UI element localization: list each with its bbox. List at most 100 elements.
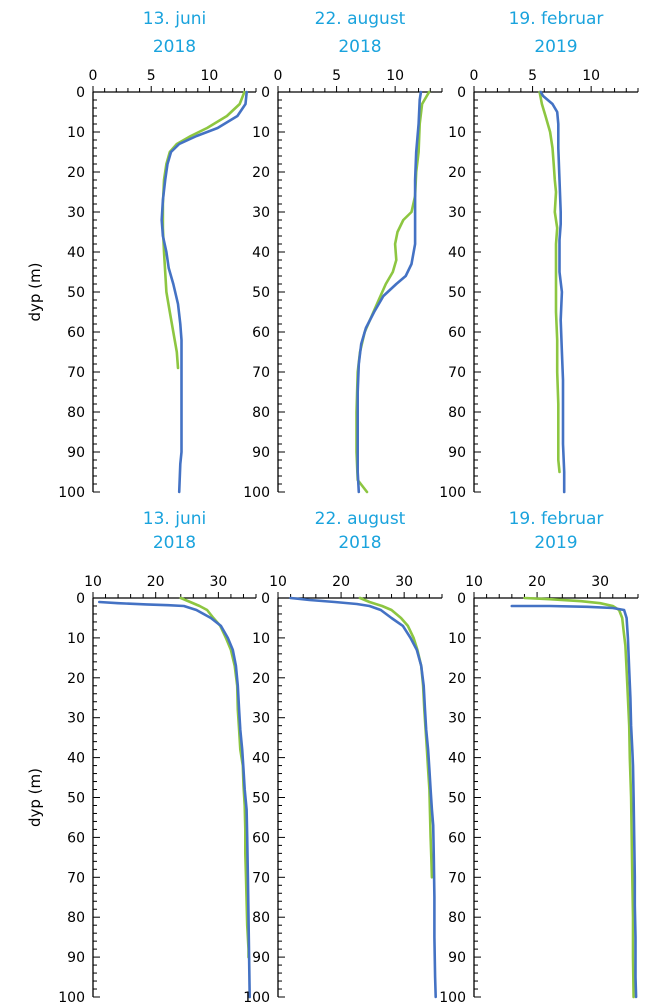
y-tick-label: 100: [439, 990, 466, 1005]
series-line-2: [160, 90, 248, 494]
chart-title-line-2: 2019: [534, 37, 577, 57]
y-tick-label: 30: [448, 711, 466, 727]
y-tick-label: 0: [457, 85, 466, 101]
y-tick-label: 60: [448, 830, 466, 846]
chart-title-line-2: 2018: [153, 533, 196, 553]
y-tick-label: 0: [76, 591, 85, 607]
y-tick-label: 20: [67, 165, 85, 181]
y-tick-label: 40: [448, 245, 466, 261]
y-tick-label: 90: [252, 445, 270, 461]
series-line-2: [539, 90, 566, 494]
x-tick-label: 0: [89, 68, 98, 84]
y-tick-label: 20: [252, 165, 270, 181]
y-tick-label: 90: [67, 445, 85, 461]
y-tick-label: 70: [67, 870, 85, 886]
x-tick-label: 30: [209, 574, 227, 590]
y-axis-label: dyp (m): [26, 768, 44, 827]
y-tick-label: 70: [252, 365, 270, 381]
y-tick-label: 70: [252, 870, 270, 886]
x-tick-label: 0: [470, 68, 479, 84]
x-tick-label: 10: [201, 68, 219, 84]
y-tick-label: 50: [448, 791, 466, 807]
y-tick-label: 20: [252, 671, 270, 687]
y-tick-label: 0: [457, 591, 466, 607]
y-tick-label: 80: [67, 405, 85, 421]
y-tick-label: 20: [67, 671, 85, 687]
y-tick-label: 30: [252, 205, 270, 221]
x-tick-label: 5: [528, 68, 537, 84]
x-tick-label: 10: [582, 68, 600, 84]
y-tick-label: 40: [252, 245, 270, 261]
chart-title-line-2: 2018: [153, 37, 196, 57]
series-line-2: [356, 90, 423, 494]
y-axis-label: dyp (m): [26, 262, 44, 321]
y-tick-label: 30: [67, 711, 85, 727]
x-tick-label: 30: [591, 574, 609, 590]
series-line-1: [538, 90, 561, 474]
y-tick-label: 10: [252, 125, 270, 141]
x-tick-label: 0: [274, 68, 283, 84]
x-tick-label: 10: [465, 574, 483, 590]
x-tick-label: 5: [332, 68, 341, 84]
y-tick-label: 0: [261, 85, 270, 101]
y-tick-label: 30: [67, 205, 85, 221]
y-tick-label: 0: [261, 591, 270, 607]
chart-title-line-1: 22. august: [315, 509, 406, 529]
y-tick-label: 90: [67, 950, 85, 966]
y-tick-label: 60: [448, 325, 466, 341]
chart-title-line-2: 2018: [338, 533, 381, 553]
y-tick-label: 70: [448, 365, 466, 381]
series-line-2: [98, 600, 251, 999]
chart-title-line-1: 22. august: [315, 9, 406, 29]
x-tick-label: 10: [84, 574, 102, 590]
y-tick-label: 50: [252, 285, 270, 301]
y-tick-label: 60: [67, 830, 85, 846]
x-tick-label: 30: [395, 574, 413, 590]
y-tick-label: 50: [67, 791, 85, 807]
y-tick-label: 80: [252, 405, 270, 421]
y-tick-label: 70: [448, 870, 466, 886]
y-tick-label: 10: [67, 631, 85, 647]
y-tick-label: 40: [448, 751, 466, 767]
y-tick-label: 10: [448, 631, 466, 647]
x-tick-label: 20: [147, 574, 165, 590]
y-tick-label: 0: [76, 85, 85, 101]
chart-title-line-1: 13. juni: [143, 509, 206, 529]
chart-title-line-2: 2019: [534, 533, 577, 553]
y-tick-label: 60: [252, 830, 270, 846]
series-line-2: [510, 604, 638, 999]
y-tick-label: 20: [448, 671, 466, 687]
chart-title-line-1: 19. februar: [509, 9, 604, 29]
y-tick-label: 60: [252, 325, 270, 341]
y-tick-label: 10: [67, 125, 85, 141]
chart-title-line-1: 19. februar: [509, 509, 604, 529]
y-tick-label: 80: [448, 405, 466, 421]
y-tick-label: 50: [448, 285, 466, 301]
y-tick-label: 40: [67, 751, 85, 767]
y-tick-label: 100: [58, 990, 85, 1005]
x-tick-label: 10: [269, 574, 287, 590]
y-tick-label: 60: [67, 325, 85, 341]
y-tick-label: 80: [252, 910, 270, 926]
x-tick-label: 20: [332, 574, 350, 590]
y-tick-label: 70: [67, 365, 85, 381]
chart-title-line-2: 2018: [338, 37, 381, 57]
y-tick-label: 50: [67, 285, 85, 301]
y-tick-label: 80: [67, 910, 85, 926]
y-tick-label: 100: [58, 485, 85, 501]
y-tick-label: 90: [448, 445, 466, 461]
series-line-1: [179, 596, 250, 959]
y-tick-label: 20: [448, 165, 466, 181]
y-tick-label: 10: [252, 631, 270, 647]
x-tick-label: 20: [528, 574, 546, 590]
y-tick-label: 50: [252, 791, 270, 807]
chart-title-line-1: 13. juni: [143, 9, 206, 29]
y-tick-label: 30: [252, 711, 270, 727]
x-tick-label: 10: [386, 68, 404, 84]
